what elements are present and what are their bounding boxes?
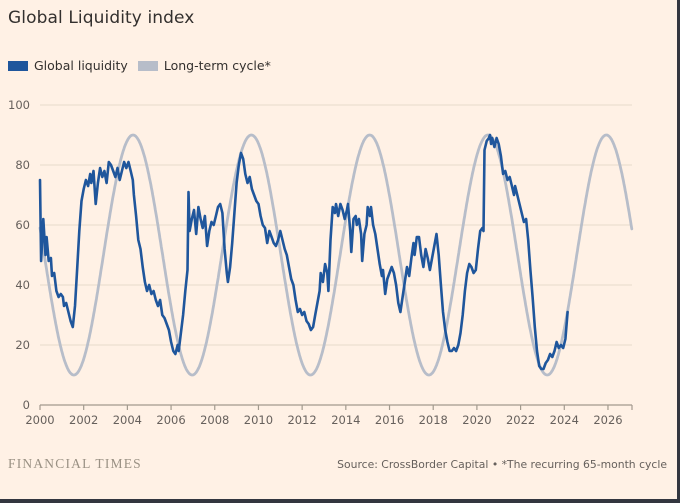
y-tick-label: 100 <box>8 98 30 112</box>
legend-label-global-liquidity: Global liquidity <box>34 58 128 73</box>
legend-swatch-long-term-cycle <box>137 60 158 71</box>
liquidity-line <box>38 133 569 371</box>
legend-item-global-liquidity: Global liquidity <box>8 58 128 73</box>
x-tick-label: 2014 <box>331 413 361 427</box>
legend: Global liquidity Long-term cycle* <box>8 58 271 73</box>
legend-label-long-term-cycle: Long-term cycle* <box>163 58 271 73</box>
x-tick-label: 2000 <box>25 413 55 427</box>
x-tick-label: 2010 <box>243 413 274 427</box>
y-tick-label: 20 <box>15 338 30 352</box>
legend-swatch-global-liquidity <box>8 60 28 71</box>
y-tick-label: 40 <box>15 278 30 292</box>
y-tick-label: 0 <box>22 398 30 412</box>
x-tick-label: 2016 <box>374 413 405 427</box>
x-tick-label: 2012 <box>287 413 317 427</box>
x-tick-label: 2018 <box>418 413 448 427</box>
line-chart <box>38 104 634 410</box>
source-note: Source: CrossBorder Capital • *The recur… <box>337 458 667 471</box>
legend-item-long-term-cycle: Long-term cycle* <box>137 58 271 73</box>
x-tick-label: 2008 <box>200 413 230 427</box>
y-tick-label: 60 <box>15 218 30 232</box>
x-tick-label: 2002 <box>69 413 99 427</box>
x-tick-label: 2026 <box>593 413 623 427</box>
page-title: Global Liquidity index <box>8 8 195 28</box>
x-tick-label: 2022 <box>505 413 536 427</box>
x-tick-label: 2004 <box>112 413 143 427</box>
x-tick-label: 2006 <box>156 413 186 427</box>
cycle-line <box>38 133 634 377</box>
ft-logo-text: FINANCIAL TIMES <box>8 456 142 471</box>
x-tick-label: 2020 <box>462 413 492 427</box>
x-tick-label: 2024 <box>549 413 579 427</box>
y-tick-label: 80 <box>15 158 30 172</box>
chart-area: 0 20 40 60 80 100 2000 2002 2004 2006 2008 2010 2012… <box>8 98 634 427</box>
